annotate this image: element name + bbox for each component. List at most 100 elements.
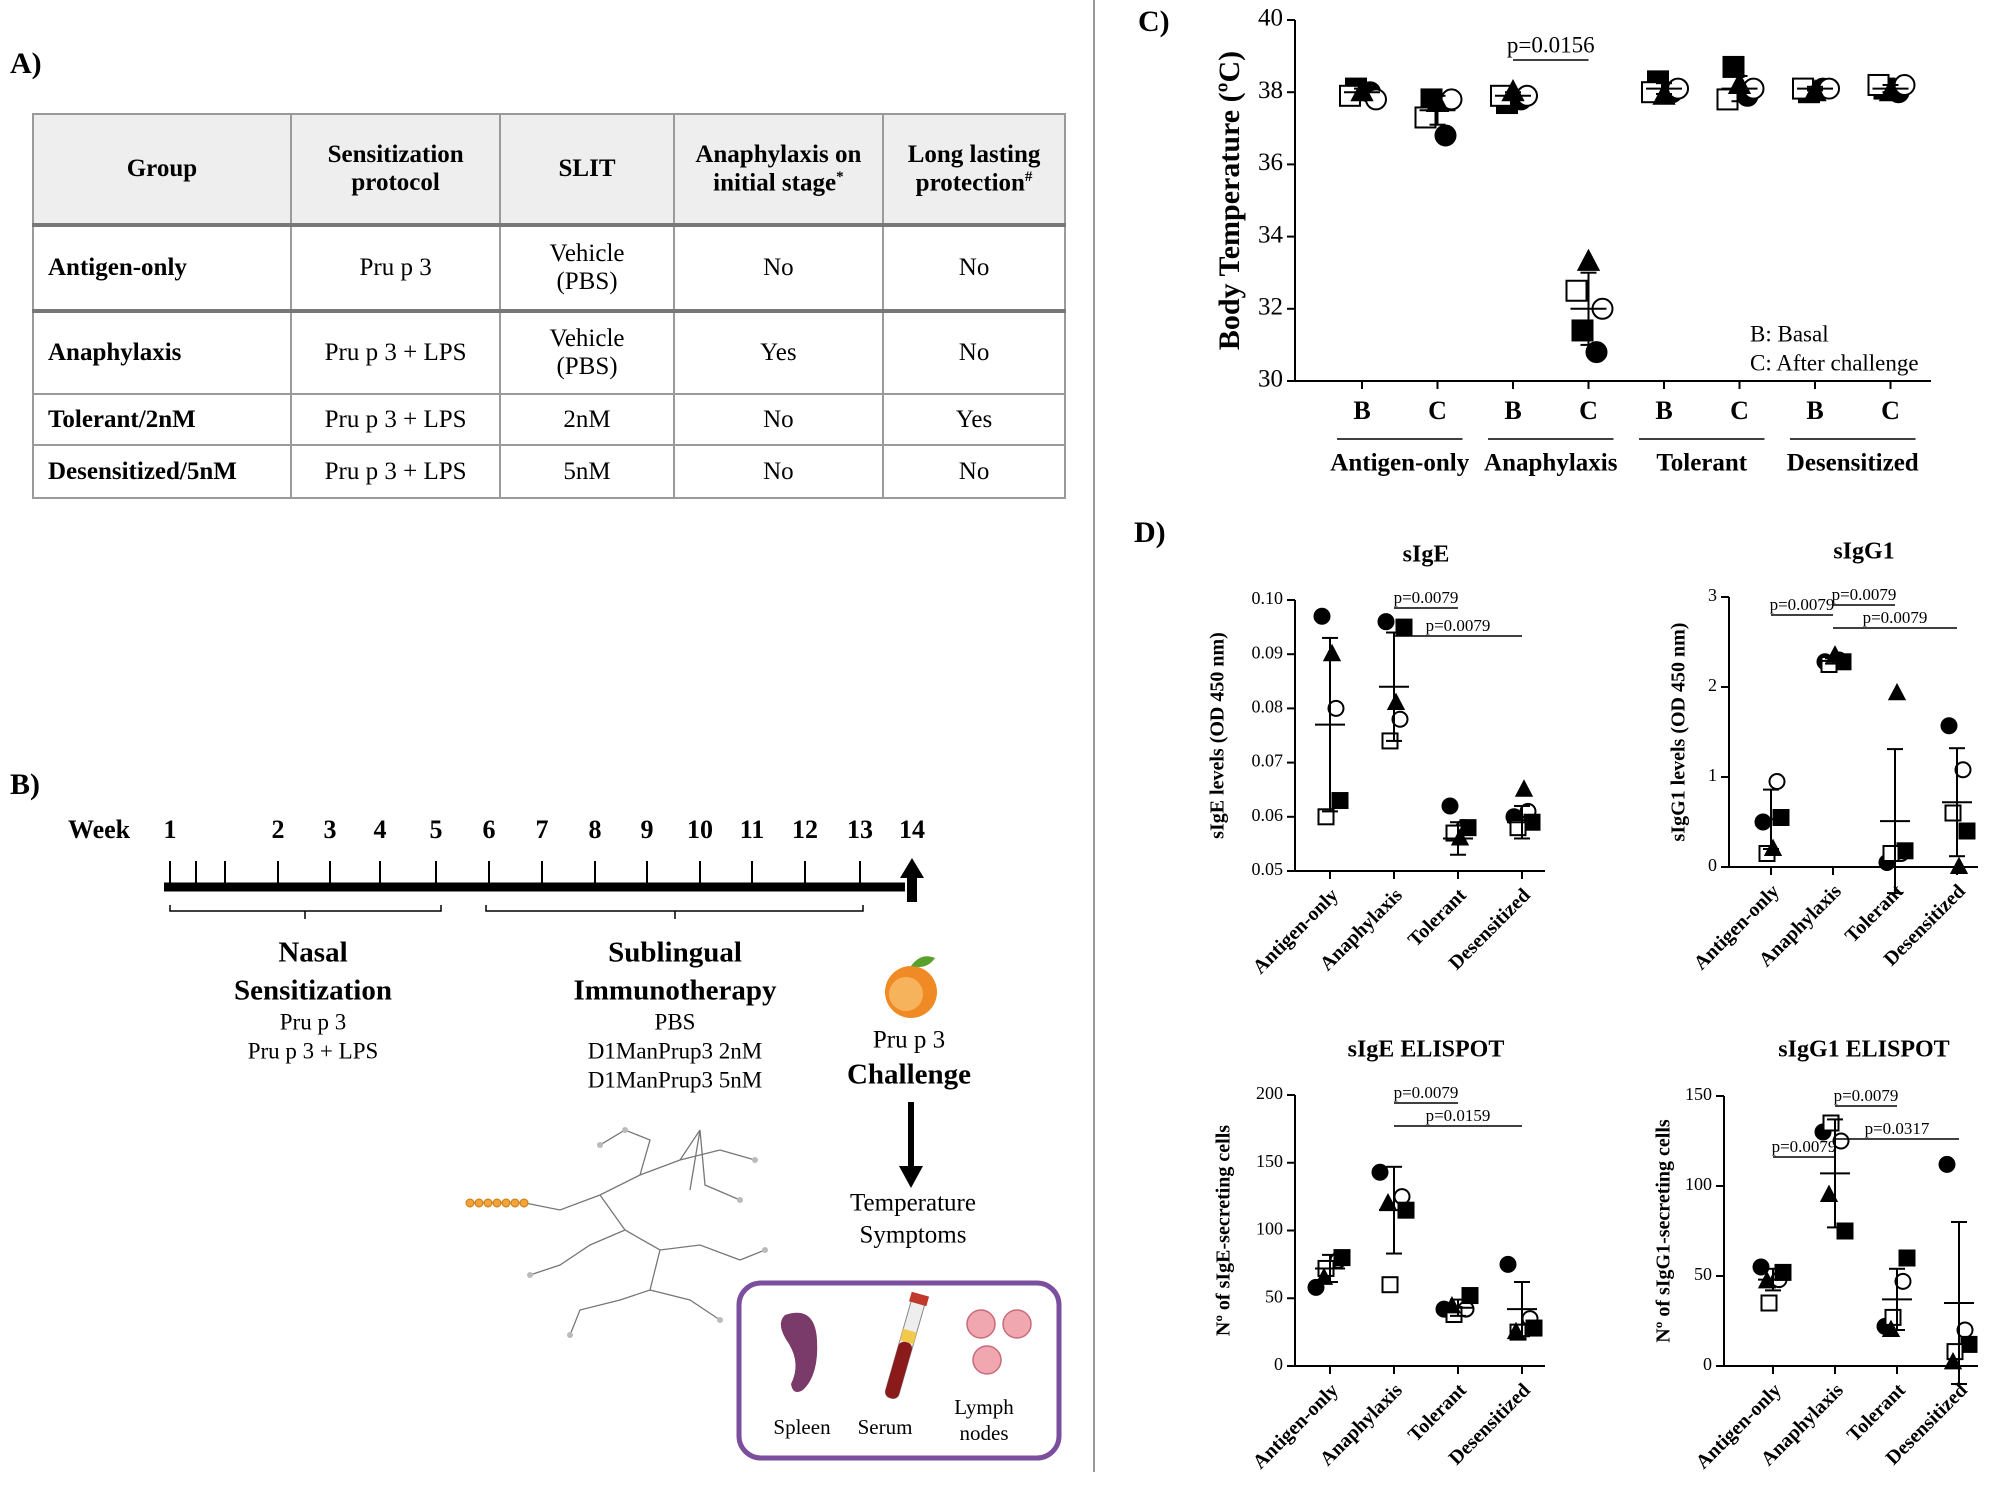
y-tick-label: 0.06 xyxy=(1252,805,1284,825)
significance-label: p=0.0079 xyxy=(1394,1083,1459,1102)
point xyxy=(1940,717,1958,735)
x-tick-label: C xyxy=(1881,396,1900,425)
table-cell: Pru p 3 xyxy=(289,223,502,312)
sample-label: Spleen xyxy=(773,1415,831,1439)
point xyxy=(1944,804,1962,822)
table-row: Anaphylaxis Pru p 3 + LPS Vehicle (PBS) Yes… xyxy=(32,309,1066,395)
y-tick-label: 40 xyxy=(1258,5,1283,32)
point xyxy=(1887,682,1907,701)
cell-text: Pru p 3 + LPS xyxy=(324,339,467,366)
point xyxy=(1377,613,1395,631)
point xyxy=(1938,1155,1956,1173)
table-cell: Antigen-only xyxy=(32,223,292,312)
cell-text: Pru p 3 + LPS xyxy=(324,457,467,485)
significance-label: p=0.0079 xyxy=(1772,1137,1837,1156)
header-mark: # xyxy=(1024,168,1033,185)
point xyxy=(1381,1276,1399,1294)
week-label: 2 xyxy=(272,815,285,844)
y-tick-label: 100 xyxy=(1685,1174,1712,1194)
point xyxy=(1391,710,1409,728)
y-tick-label: 0.05 xyxy=(1252,859,1284,879)
serum-tube-icon xyxy=(884,1291,930,1399)
y-tick-label: 30 xyxy=(1258,366,1283,393)
section-item: Pru p 3 + LPS xyxy=(248,1038,379,1063)
y-tick-label: 0 xyxy=(1274,1354,1283,1374)
table-header-cell: Sensitization protocol xyxy=(289,113,502,226)
table-cell: No xyxy=(882,309,1066,395)
table-cell: No xyxy=(672,393,885,446)
y-tick-label: 36 xyxy=(1258,149,1283,176)
x-tick-label: C xyxy=(1730,396,1749,425)
cell-text: No xyxy=(763,405,794,433)
week-label: 3 xyxy=(324,815,337,844)
bracket xyxy=(485,905,864,919)
header-text: SLIT xyxy=(558,155,616,182)
cell-text: 2nM xyxy=(563,405,611,433)
point xyxy=(1506,1321,1526,1340)
challenge-title: Challenge xyxy=(847,1059,971,1091)
point xyxy=(1441,797,1459,815)
point xyxy=(1386,692,1406,710)
table-header-cell: Anaphylaxis on initial stage* xyxy=(672,113,885,226)
section-item: PBS xyxy=(655,1009,696,1034)
table-cell: 5nM xyxy=(499,444,675,499)
panel-label: A) xyxy=(10,47,42,80)
table-row: Antigen-only Pru p 3 Vehicle (PBS) No No xyxy=(32,223,1066,312)
point xyxy=(1322,643,1342,662)
y-tick-label: 0 xyxy=(1708,855,1717,875)
x-tick-label: B xyxy=(1655,396,1672,425)
week-label: 6 xyxy=(483,815,496,844)
sample-label: Lymph xyxy=(954,1395,1014,1419)
table-cell: Desensitized/5nM xyxy=(32,444,292,499)
point xyxy=(1943,1352,1963,1370)
y-tick-label: 200 xyxy=(1256,1083,1283,1103)
x-tick-label: C xyxy=(1579,396,1598,425)
table-cell: Yes xyxy=(882,393,1066,446)
readout: Temperature xyxy=(850,1190,976,1217)
table-cell: Anaphylaxis xyxy=(32,309,292,395)
y-tick-label: 150 xyxy=(1685,1084,1712,1104)
chart-title: sIgE xyxy=(1403,542,1450,568)
header-text: Sensitization protocol xyxy=(327,141,464,196)
y-tick-label: 2 xyxy=(1708,675,1717,695)
significance-label: p=0.0159 xyxy=(1426,1106,1491,1125)
cell-text: Tolerant/2nM xyxy=(48,405,196,433)
point xyxy=(1585,341,1608,364)
cell-text: No xyxy=(763,254,794,281)
point xyxy=(1836,1222,1854,1240)
section-item: D1ManPrup3 2nM xyxy=(588,1038,762,1063)
section-item: Pru p 3 xyxy=(280,1009,346,1034)
significance-label: p=0.0079 xyxy=(1863,608,1928,627)
y-axis-label: Body Temperature (ºC) xyxy=(1213,51,1246,350)
groups-table: Group Sensitization protocol SLIT Anaphylax… xyxy=(32,113,1066,499)
point xyxy=(1881,1319,1901,1337)
header-mark: * xyxy=(836,168,844,185)
significance-label: p=0.0079 xyxy=(1426,616,1491,635)
sample-label: Serum xyxy=(858,1415,913,1439)
table-cell: Vehicle (PBS) xyxy=(499,309,675,395)
x-tick-label: C xyxy=(1428,396,1447,425)
y-tick-label: 32 xyxy=(1258,294,1283,321)
header-text: Group xyxy=(126,155,198,182)
point xyxy=(1576,248,1601,271)
point xyxy=(1331,792,1349,810)
table-cell: Yes xyxy=(672,309,885,395)
section-title: Sensitization xyxy=(234,975,392,1007)
significance-label: p=0.0079 xyxy=(1834,1086,1899,1105)
peptide-chain xyxy=(465,1198,529,1208)
table-cell: Pru p 3 + LPS xyxy=(289,309,502,395)
table-header-cell: Group xyxy=(32,113,292,226)
point xyxy=(1514,779,1534,797)
point xyxy=(1754,813,1772,831)
cell-text: No xyxy=(763,457,794,485)
y-tick-label: 0.08 xyxy=(1252,697,1284,717)
table-cell: Pru p 3 + LPS xyxy=(289,393,502,446)
cell-text: Yes xyxy=(760,339,797,366)
x-tick-label: Tolerant xyxy=(1404,884,1471,951)
point xyxy=(1395,618,1413,636)
peach-icon xyxy=(885,956,937,1018)
note: B: Basal xyxy=(1750,321,1829,346)
point xyxy=(1333,1249,1351,1267)
week-label: 1 xyxy=(164,815,177,844)
